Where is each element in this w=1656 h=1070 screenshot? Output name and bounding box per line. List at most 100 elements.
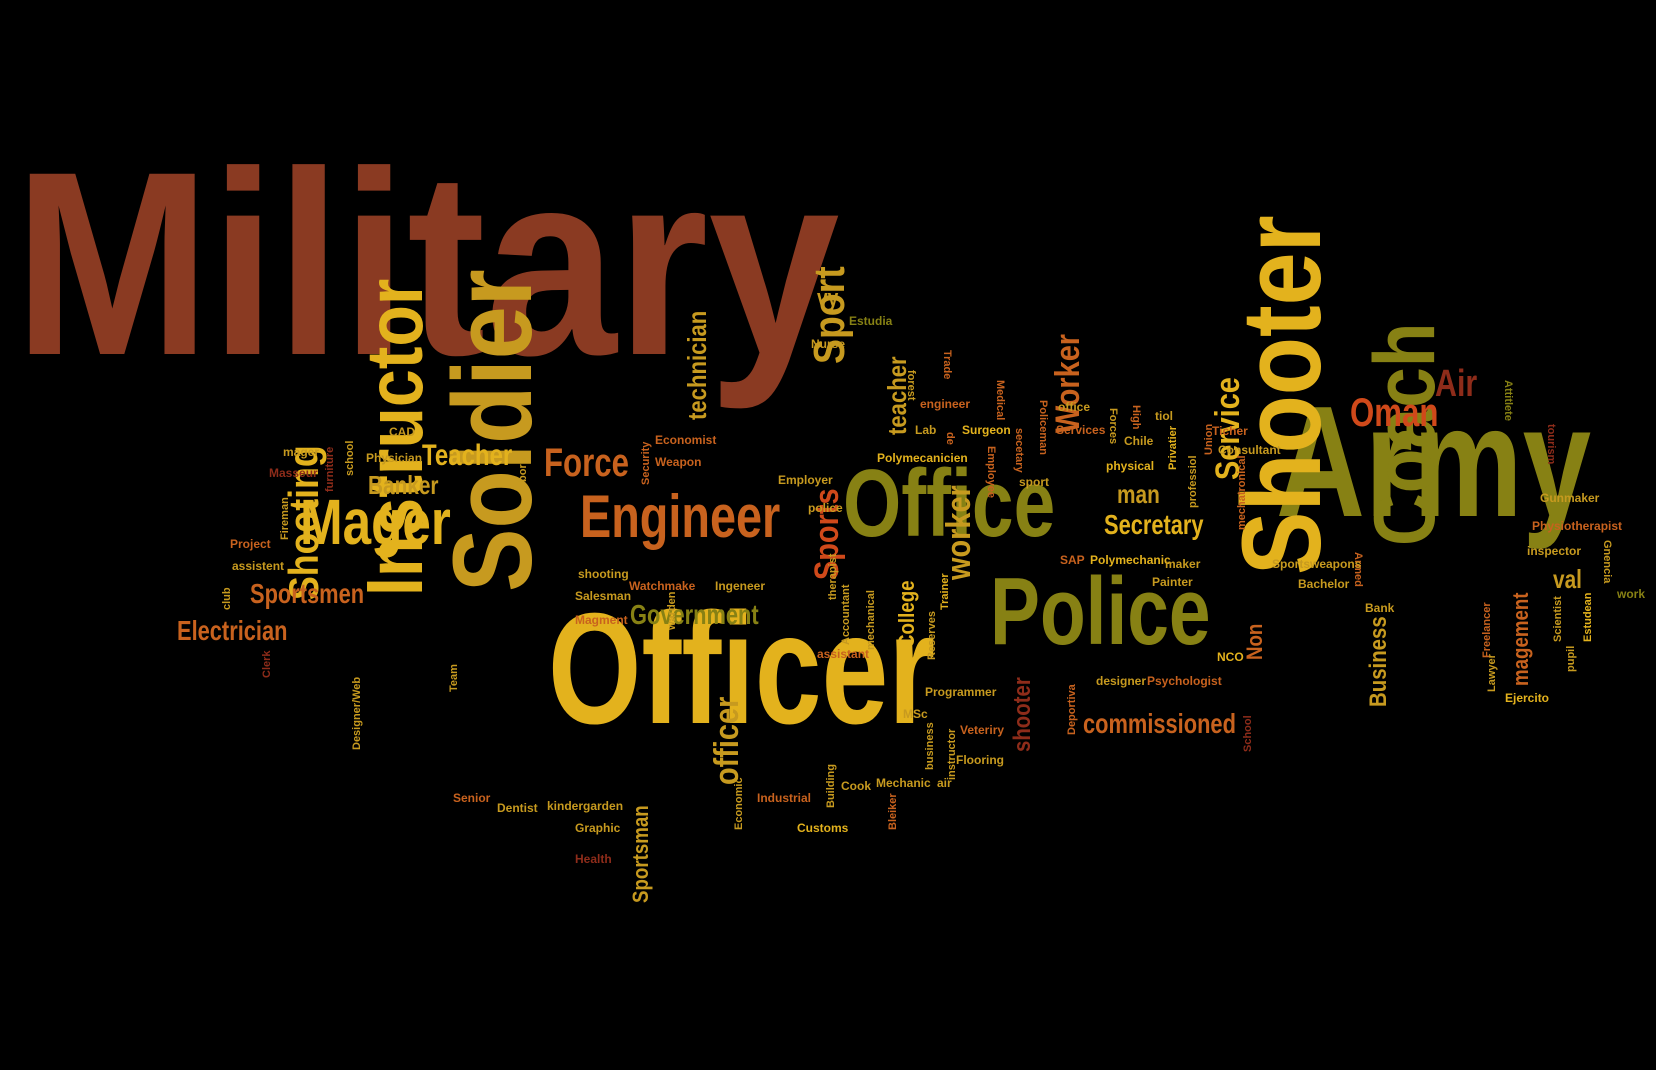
word-pupil: pupil	[1565, 645, 1577, 672]
word-privatier: Privatier	[1167, 425, 1179, 470]
word-gunmaker: Gunmaker	[1540, 491, 1600, 505]
word-engineer-small: engineer	[920, 397, 971, 411]
word-business: Business	[1365, 616, 1392, 707]
word-sportsmen: Sportsmen	[250, 578, 365, 609]
word-man: man	[1117, 479, 1160, 509]
word-freelancer: Freelancer	[1481, 602, 1493, 658]
word-estudia: Estudia	[849, 314, 893, 328]
word-polymecanicien: Polymecanicien	[877, 451, 968, 465]
word-physiotherapist: Physiotherapist	[1532, 519, 1623, 533]
word-assistant: assistant	[817, 647, 870, 661]
word-vy: vy	[817, 285, 839, 312]
word-technician: technician	[682, 310, 712, 420]
word-engineer: Engineer	[580, 483, 781, 550]
word-government: Government	[630, 599, 759, 630]
word-magement: magement	[1508, 592, 1533, 686]
word-scientist: Scientist	[1552, 596, 1564, 642]
word-reserves: Reserves	[926, 611, 938, 660]
word-police-small: police	[808, 501, 843, 515]
word-tiol: tiol	[1155, 409, 1173, 423]
word-ingeneer: Ingeneer	[715, 579, 766, 593]
word-teacher: Teacher	[422, 439, 513, 472]
word-msc: MSc	[903, 707, 928, 721]
word-val: val	[1553, 564, 1582, 594]
word-banker: Banker	[368, 470, 439, 500]
word-dentist: Dentist	[497, 801, 538, 815]
word-programmer: Programmer	[925, 685, 997, 699]
word-club: club	[221, 587, 233, 610]
word-cad: CAD	[389, 425, 415, 439]
word-non: Non	[1242, 623, 1267, 660]
word-maker: maker	[1165, 557, 1201, 571]
word-ticher: Ticher	[1212, 424, 1248, 438]
word-salesman: Salesman	[575, 589, 632, 603]
word-business-small: business	[924, 722, 936, 770]
word-de: de	[944, 432, 956, 445]
word-surgeon: Surgeon	[962, 423, 1011, 437]
word-shooter-lower: shooter	[1009, 677, 1036, 752]
word-oman: Oman	[1350, 391, 1439, 435]
word-employer: Employer	[778, 473, 833, 487]
word-tourism: tourism	[1545, 424, 1557, 465]
word-trade: Trade	[941, 350, 953, 380]
word-college: College	[894, 580, 919, 648]
word-air: Air	[1435, 363, 1478, 405]
word-military: Military	[14, 117, 840, 410]
word-air-small: air	[937, 776, 952, 790]
word-bleiker: Bleiker	[887, 793, 899, 830]
word-assistent: assistent	[232, 559, 285, 573]
word-secetary: secetary	[1013, 428, 1025, 473]
word-school: school	[344, 440, 356, 476]
word-magment: Magment	[575, 613, 628, 627]
word-commissioned: commissioned	[1083, 708, 1236, 739]
word-deportiva: Deportiva	[1066, 684, 1078, 735]
word-mager: Mager	[300, 486, 451, 558]
word-worker-lower: worker	[940, 485, 978, 580]
word-inspector: inspector	[1527, 544, 1582, 558]
word-warden: warden	[666, 591, 678, 630]
word-estudean: Estudean	[1582, 592, 1594, 642]
word-professiol: professiol	[1187, 455, 1199, 508]
word-high: High	[1130, 405, 1142, 430]
word-work: work	[1617, 587, 1646, 601]
word-economist: Economist	[655, 433, 717, 447]
word-nurse: Nurse	[811, 337, 846, 351]
word-army: Army	[1276, 374, 1592, 550]
word-school-small: School	[1242, 715, 1254, 752]
word-trainer: Trainer	[939, 573, 951, 610]
word-lab: Lab	[915, 423, 937, 437]
word-veteriry: Veteriry	[960, 723, 1005, 737]
word-kindergarden: kindergarden	[547, 799, 624, 813]
word-services: Services	[1056, 423, 1106, 437]
word-graphic: Graphic	[575, 821, 621, 835]
word-mechanical: mechanical	[865, 590, 877, 650]
word-accountant: Accountant	[840, 584, 852, 646]
word-weapon: Weapon	[655, 455, 702, 469]
word-psychologist: Psychologist	[1147, 674, 1222, 688]
word-sportsweapons: Sportsweapons	[1272, 557, 1362, 571]
word-senior: Senior	[453, 791, 491, 805]
word-force: Force	[544, 441, 629, 485]
word-attitlete: Attitlete	[1502, 380, 1514, 421]
word-sap: SAP	[1060, 553, 1085, 567]
word-physician: Physician	[366, 451, 423, 465]
word-sport-small: sport	[1019, 475, 1049, 489]
word-designer: designer	[1096, 674, 1147, 688]
word-building: Building	[825, 764, 837, 808]
word-security: Security	[640, 441, 652, 485]
word-polymechanic: Polymechanic	[1090, 553, 1171, 567]
word-ejercito: Ejercito	[1505, 691, 1550, 705]
word-forces: Forces	[1107, 408, 1119, 445]
word-industrial: Industrial	[757, 791, 812, 805]
word-electrician: Electrician	[177, 615, 288, 646]
word-police: Police	[990, 558, 1211, 665]
word-nco: NCO	[1217, 650, 1244, 664]
word-medical: Medical	[994, 380, 1006, 421]
word-office-small: office	[1058, 400, 1091, 414]
word-consultant: Consultant	[1218, 443, 1281, 457]
word-lawyer: Lawyer	[1486, 654, 1498, 692]
word-watchmake: Watchmake	[629, 579, 696, 593]
word-born: born	[517, 457, 529, 482]
word-shooting-small: shooting	[578, 567, 629, 581]
word-masseur: Masseur	[269, 466, 318, 480]
